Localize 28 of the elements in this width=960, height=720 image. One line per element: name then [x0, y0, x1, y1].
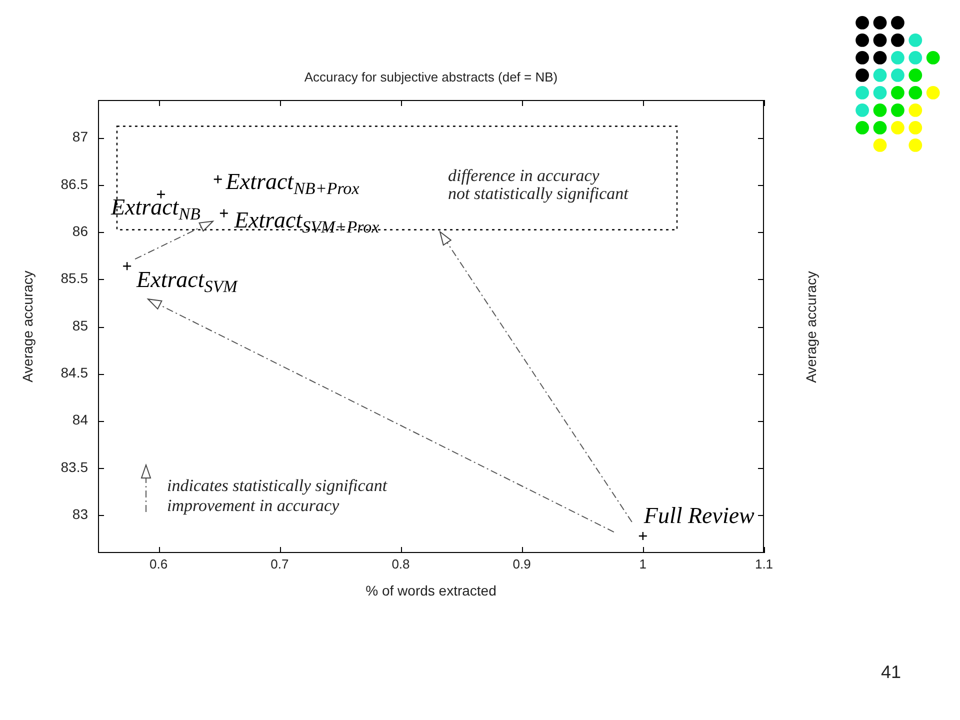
point [156, 190, 166, 199]
point [122, 262, 132, 271]
x-tick-label: 0.8 [392, 556, 410, 572]
y-tick-label: 86 [72, 222, 88, 239]
x-tick-label: 1 [639, 556, 647, 572]
x-axis-title: % of words extracted [366, 582, 496, 598]
x-tick-label: 0.9 [512, 556, 531, 572]
y-tick-label: 86.5 [60, 176, 88, 192]
x-tick-label: 0.6 [150, 556, 168, 572]
point [213, 174, 222, 184]
text: 41 [880, 662, 902, 682]
y-axis-title: Average accuracy [19, 270, 36, 382]
y-tick-label: 83.5 [60, 458, 88, 475]
annotation: difference in accuracy not statistically significant [448, 166, 630, 203]
point [638, 531, 648, 541]
y-tick-label: 84.5 [60, 364, 88, 381]
text: Average accuracy [802, 271, 819, 383]
series-label: Full Review [642, 503, 756, 528]
point [219, 208, 229, 218]
annotation: indicates statistically significant improvement in accuracy [167, 476, 388, 515]
y-tick-label: 84 [72, 412, 88, 428]
x-tick-label: 1.1 [754, 556, 774, 572]
y-tick-label: 85.5 [60, 270, 88, 286]
chart-title: Accuracy for subjective abstracts (def = NB) [304, 70, 558, 85]
y-tick-label: 85 [72, 317, 88, 334]
y-tick-label: 83 [72, 506, 88, 522]
y-tick-label: 87 [72, 128, 88, 145]
x-tick-label: 0.7 [270, 556, 289, 572]
